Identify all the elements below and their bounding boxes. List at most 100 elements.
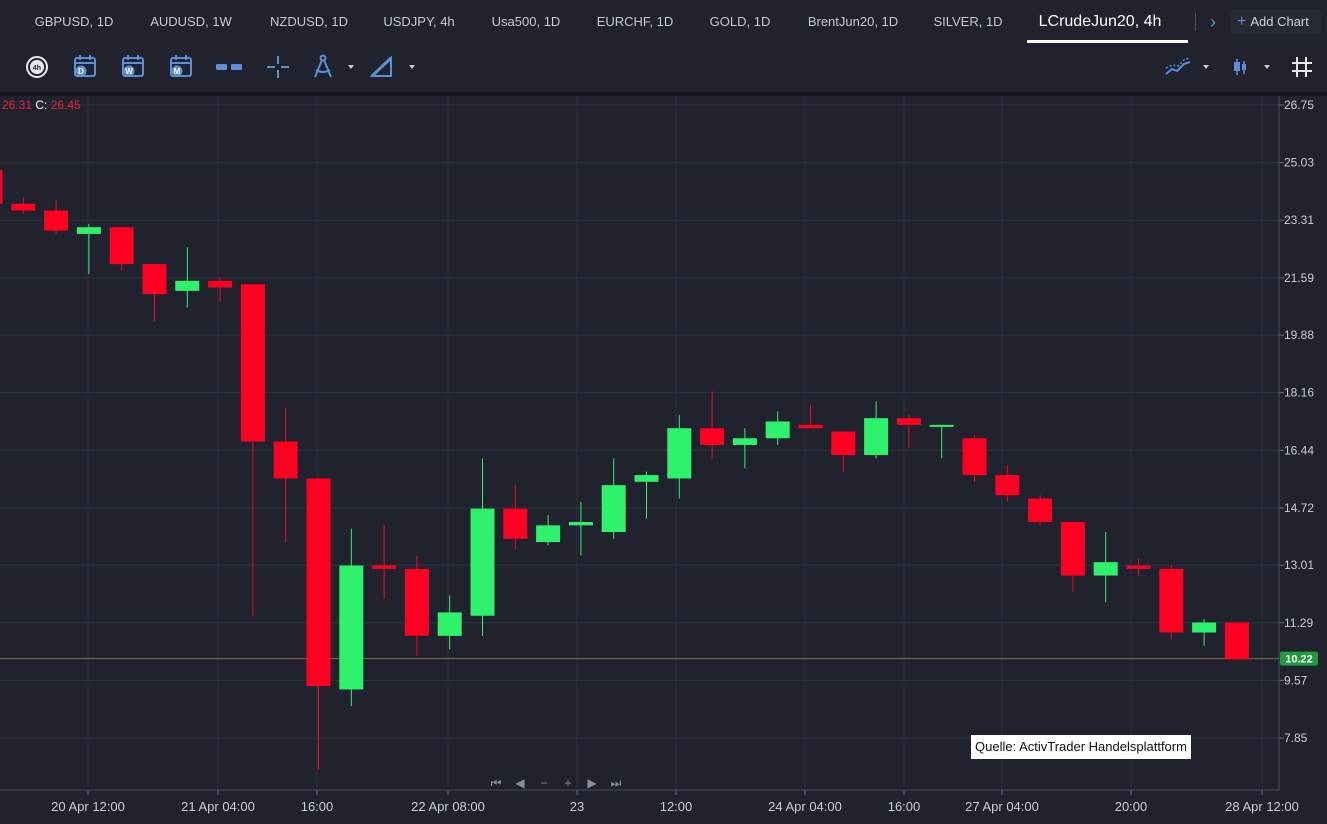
candle-body — [798, 424, 823, 429]
chevron-down-icon[interactable] — [348, 65, 354, 69]
candle — [175, 247, 200, 308]
candle-body — [1192, 622, 1217, 633]
candle — [437, 595, 462, 650]
candle-body — [339, 565, 364, 690]
axes: 26.75 25.03 23.31 21.59 19.88 18.16 16.44 14.72… — [0, 96, 1314, 814]
y-tick-label: 19.88 — [1284, 328, 1314, 342]
grid-icon[interactable] — [1287, 52, 1317, 82]
x-tick-label: 27 Apr 04:00 — [965, 799, 1039, 814]
y-tick-label: 16.44 — [1284, 443, 1314, 457]
week-letter: W — [125, 67, 133, 76]
chevron-right-icon[interactable]: › — [1210, 12, 1216, 32]
jump-end-icon[interactable]: ⏭ — [610, 776, 622, 790]
chevron-down-icon[interactable] — [1264, 65, 1270, 69]
timeframe-4h-icon[interactable]: 4h — [22, 52, 52, 82]
chevron-down-icon[interactable] — [1203, 65, 1209, 69]
tab-usdjpy[interactable]: USDJPY, 4h — [383, 14, 455, 29]
x-tick-label: 12:00 — [660, 799, 693, 814]
candle-body — [536, 525, 561, 543]
candle-body — [831, 431, 856, 455]
y-tick-label: 18.16 — [1284, 386, 1314, 400]
candle-body — [0, 170, 3, 204]
x-tick-label: 23 — [570, 799, 584, 814]
x-tick-label: 16:00 — [301, 799, 334, 814]
candle — [732, 428, 757, 469]
candle-body — [1093, 562, 1118, 576]
candle — [404, 555, 429, 656]
candle — [536, 515, 561, 546]
jump-start-icon[interactable]: ⏮ — [490, 776, 502, 790]
tab-audusd[interactable]: AUDUSD, 1W — [150, 14, 232, 29]
tab-eurchf[interactable]: EURCHF, 1D — [596, 14, 674, 29]
candle — [44, 200, 69, 234]
tab-brentjun20[interactable]: BrentJun20, 1D — [807, 14, 899, 29]
candle-body — [470, 508, 495, 616]
candle-body — [1060, 521, 1085, 576]
candle-type-icon[interactable] — [1225, 52, 1255, 82]
ruler-drawing-icon[interactable] — [367, 52, 397, 82]
candle — [1060, 521, 1085, 593]
add-chart-button[interactable]: + Add Chart — [1231, 10, 1321, 34]
ohlc-readout: 26.31 C: 26.45 — [2, 98, 81, 112]
range-icon[interactable] — [214, 52, 244, 82]
calendar-day-icon[interactable]: D — [70, 52, 100, 82]
candle-body — [437, 612, 462, 636]
candle-body — [765, 421, 790, 439]
x-tick-label: 28 Apr 12:00 — [1225, 799, 1299, 814]
zoom-in-icon[interactable]: + — [564, 776, 572, 790]
x-tick-label: 22 Apr 08:00 — [411, 799, 485, 814]
tab-gbpusd[interactable]: GBPUSD, 1D — [34, 14, 114, 29]
candle — [962, 434, 987, 482]
compass-drawing-icon[interactable] — [308, 52, 338, 82]
tab-nzdusd[interactable]: NZDUSD, 1D — [269, 14, 349, 29]
candle-body — [962, 438, 987, 476]
active-tab-indicator — [1027, 40, 1188, 43]
tab-lcrudejun20[interactable]: LCrudeJun20, 4h — [1038, 13, 1162, 30]
candle-body — [273, 441, 298, 479]
tab-silver[interactable]: SILVER, 1D — [933, 14, 1003, 29]
candle-body — [568, 521, 593, 526]
plus-icon: + — [1237, 13, 1247, 30]
zoom-out-icon[interactable]: − — [540, 776, 548, 790]
x-tick-label: 24 Apr 04:00 — [768, 799, 842, 814]
chevron-down-icon[interactable] — [409, 65, 415, 69]
tab-usa500[interactable]: Usa500, 1D — [491, 14, 561, 29]
candle — [601, 458, 626, 539]
candle — [700, 391, 725, 459]
candle-body — [109, 227, 134, 265]
scroll-left-icon[interactable]: ◀ — [515, 776, 525, 790]
candle-body — [306, 478, 331, 687]
candle — [1093, 532, 1118, 603]
candle-body — [76, 227, 101, 234]
candle-body — [995, 475, 1020, 496]
candle — [929, 424, 954, 459]
candle-body — [864, 418, 889, 455]
tab-gold[interactable]: GOLD, 1D — [709, 14, 771, 29]
indicators-icon[interactable] — [1163, 52, 1193, 82]
candlestick-chart[interactable]: 10.22 26.75 25.03 23.31 21.59 19.88 18.16 16.4… — [0, 96, 1327, 824]
candle — [306, 478, 331, 770]
candle — [208, 277, 233, 301]
candle — [1224, 622, 1249, 660]
candle-body — [732, 438, 757, 445]
calendar-week-icon[interactable]: W — [118, 52, 148, 82]
scroll-right-icon[interactable]: ▶ — [587, 776, 597, 790]
candle — [273, 408, 298, 543]
source-label: Quelle: ActivTrader Handelsplattform — [971, 735, 1191, 759]
candle — [568, 501, 593, 556]
candle — [372, 525, 397, 600]
candle-body — [175, 280, 200, 291]
x-tick-label: 20:00 — [1115, 799, 1148, 814]
candle — [339, 528, 364, 707]
candle-body — [142, 264, 167, 295]
y-tick-label: 23.31 — [1284, 213, 1314, 227]
candle — [667, 414, 692, 499]
calendar-month-icon[interactable]: M — [166, 52, 196, 82]
x-tick-label: 21 Apr 04:00 — [181, 799, 255, 814]
add-chart-label: Add Chart — [1250, 14, 1309, 29]
y-tick-label: 21.59 — [1284, 271, 1314, 285]
crosshair-icon[interactable] — [263, 52, 293, 82]
chart-top-border — [0, 92, 1327, 96]
candle — [634, 471, 659, 519]
current-price-label: 10.22 — [1285, 654, 1313, 666]
